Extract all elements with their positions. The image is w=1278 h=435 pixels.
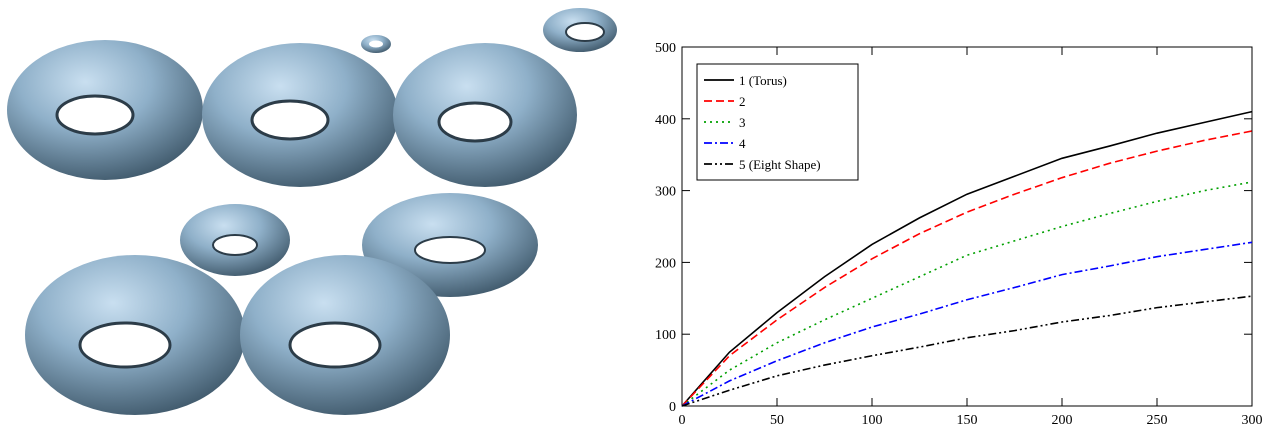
series-line [681, 130, 1253, 407]
x-tick-label: 50 [770, 413, 784, 428]
eight-hole [288, 321, 382, 369]
x-tick-label: 100 [862, 413, 883, 428]
y-tick-label: 100 [655, 328, 676, 343]
y-tick-label: 400 [655, 113, 676, 128]
torus-hole [250, 99, 330, 141]
legend-label: 4 [739, 136, 746, 151]
eight-hole [414, 236, 486, 264]
torus-hole [437, 101, 513, 143]
renders [7, 8, 617, 415]
handle-hole [369, 40, 383, 48]
series-line [681, 110, 1253, 407]
chart: 0 50 100 150 200 250 300 0 100 200 300 400 500 1 (Tor… [655, 41, 1263, 428]
legend-label: 5 (Eight Shape) [739, 157, 821, 172]
torus-hole [55, 94, 135, 136]
torus-hole [78, 321, 172, 369]
y-tick-label: 300 [655, 185, 676, 200]
x-tick-label: 300 [1242, 413, 1263, 428]
series-line [681, 295, 1253, 407]
series-line [681, 241, 1253, 407]
x-tick-label: 250 [1147, 413, 1168, 428]
legend: 1 (Torus) 2 3 4 5 (Eight Shape) [696, 63, 859, 181]
x-tick-label: 150 [957, 413, 978, 428]
series-line [681, 181, 1253, 407]
y-tick-label: 200 [655, 256, 676, 271]
x-tick-label: 200 [1052, 413, 1073, 428]
y-tick-label: 500 [655, 41, 676, 56]
handle-hole [565, 22, 605, 42]
y-tick-label: 0 [669, 400, 676, 415]
legend-label: 1 (Torus) [739, 73, 787, 88]
handle-hole [212, 234, 258, 256]
legend-box [696, 63, 859, 181]
x-tick-label: 0 [679, 413, 686, 428]
legend-label: 3 [739, 115, 746, 130]
legend-label: 2 [739, 94, 746, 109]
